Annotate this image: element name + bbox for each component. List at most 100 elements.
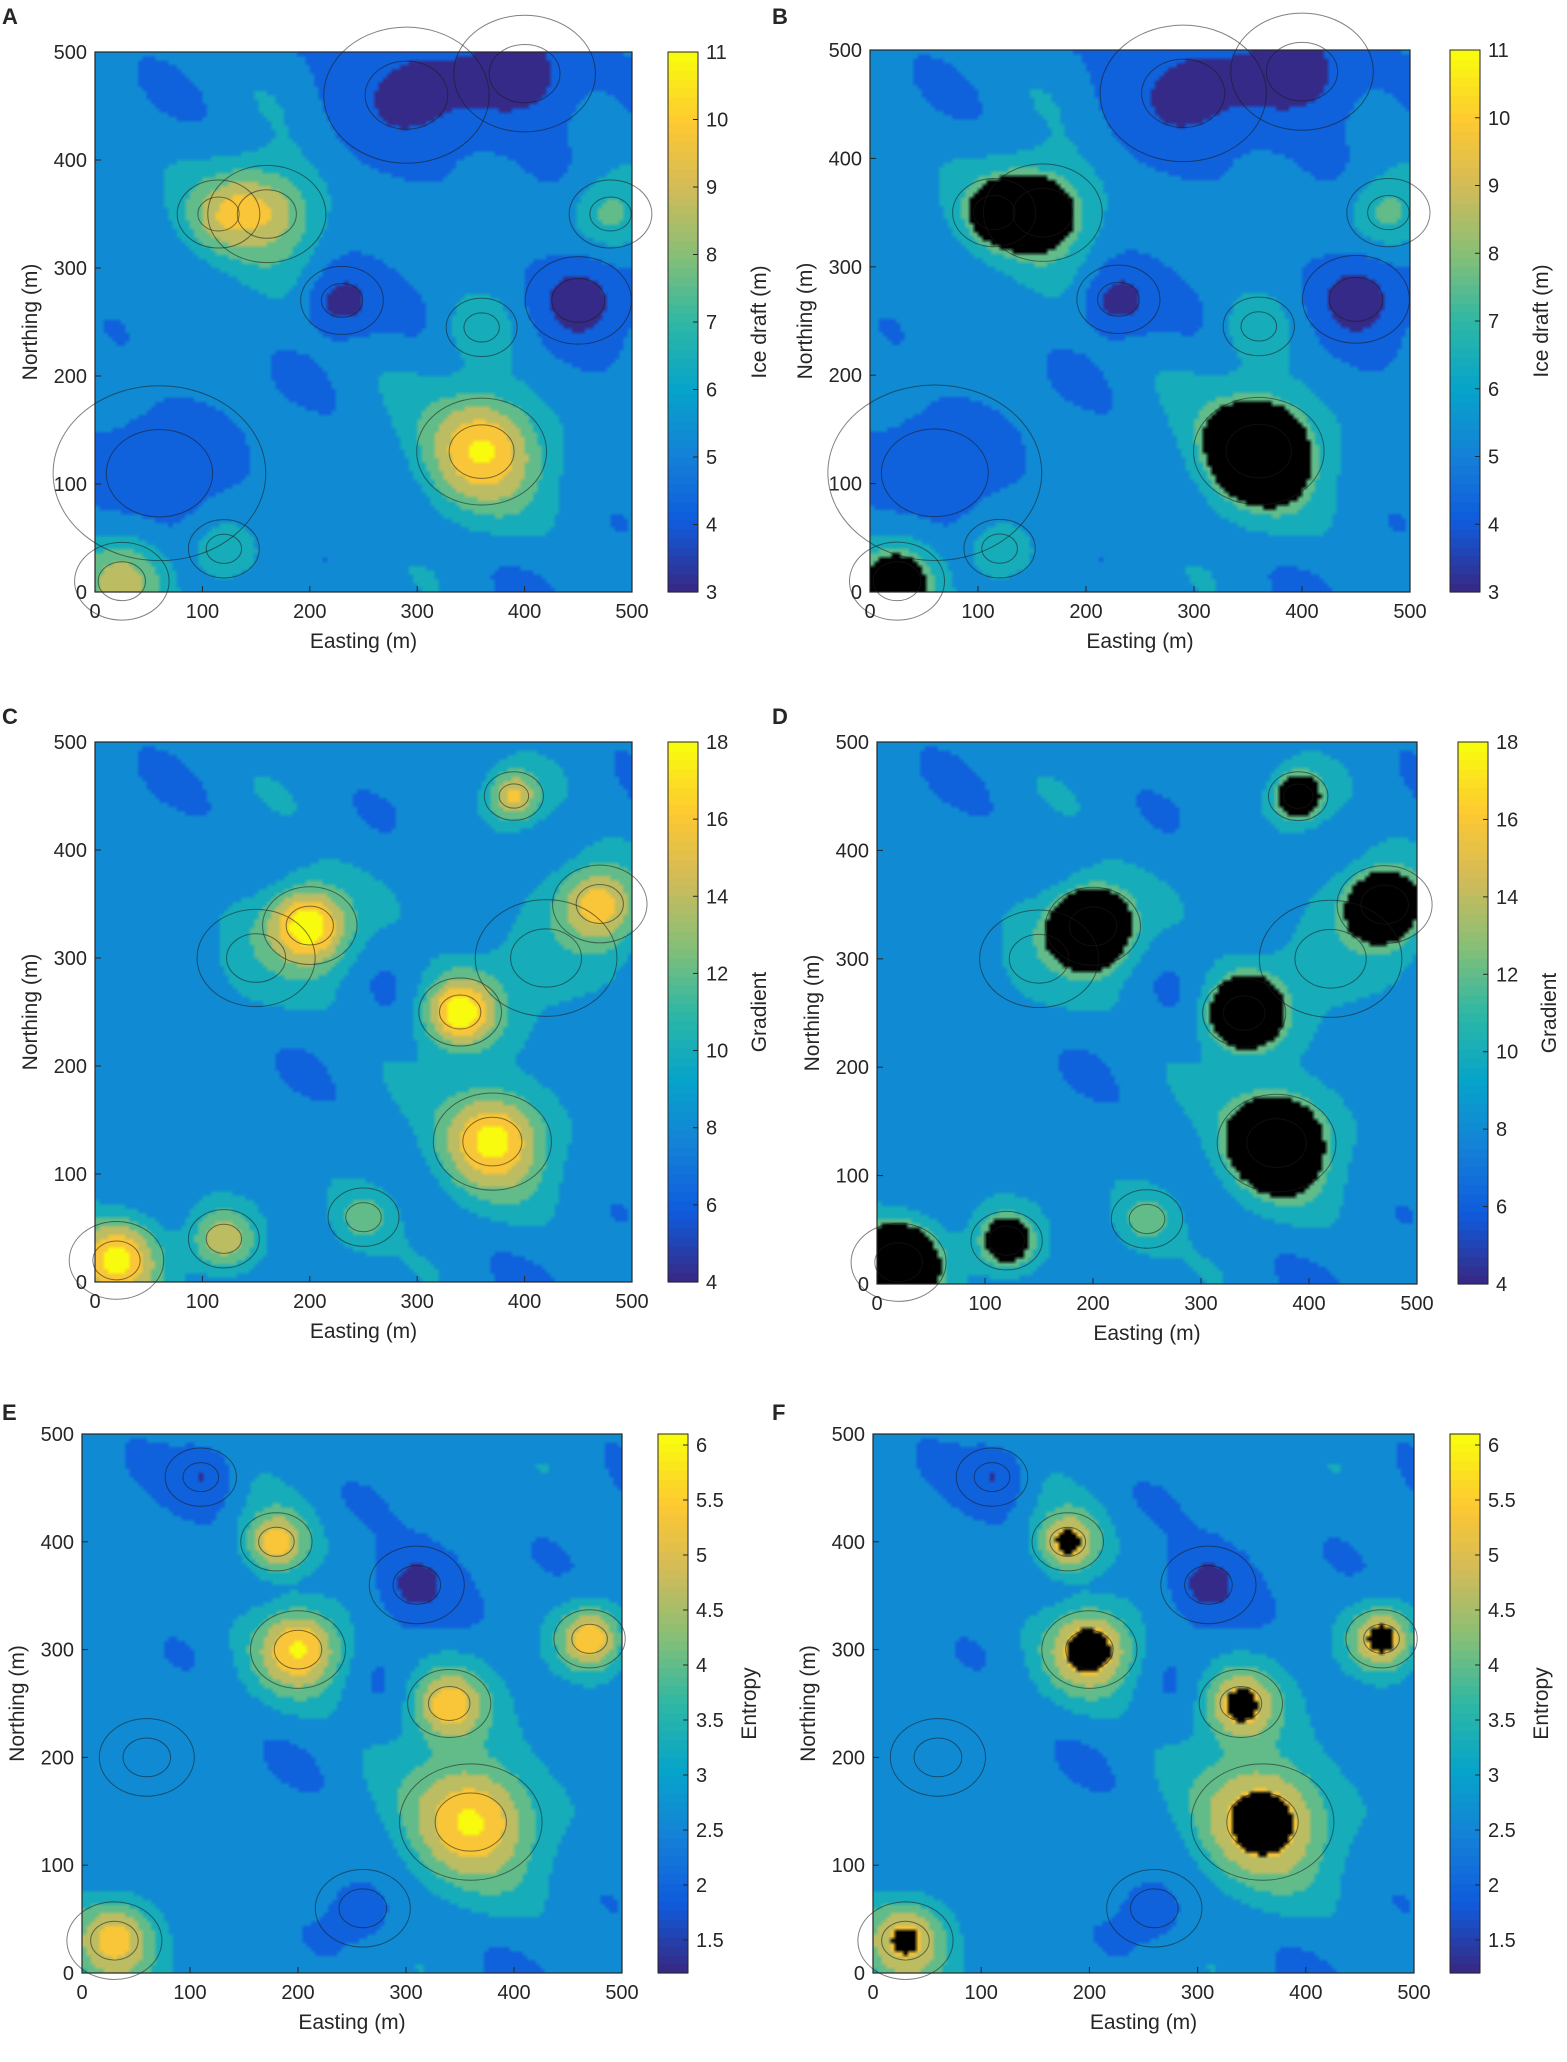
contour-line — [462, 1116, 523, 1167]
colorbar-swatch — [668, 814, 698, 824]
colorbar-swatch — [1458, 832, 1488, 842]
colorbar-swatch — [668, 475, 698, 485]
colorbar-swatch — [668, 88, 698, 98]
contour-line — [273, 1629, 323, 1670]
colorbar-swatch — [668, 178, 698, 188]
colorbar-swatch — [1458, 859, 1488, 870]
colorbar-tick-label: 12 — [1496, 964, 1518, 986]
colorbar-swatch — [658, 1514, 688, 1525]
colorbar-swatch — [1450, 321, 1480, 331]
contour-line — [575, 884, 624, 924]
colorbar-swatch — [668, 232, 698, 242]
colorbar-swatch — [668, 106, 698, 116]
colorbar-swatch — [1450, 1865, 1480, 1875]
colorbar-swatch — [1458, 1022, 1488, 1032]
contour-line — [913, 1737, 963, 1778]
colorbar-swatch — [1458, 967, 1488, 978]
colorbar-tick-label: 10 — [706, 110, 728, 132]
colorbar-swatch — [1458, 1256, 1488, 1267]
colorbar-swatch — [658, 1928, 688, 1938]
colorbar-swatch — [668, 760, 698, 770]
x-tick-label: 300 — [1177, 601, 1210, 623]
y-tick-label: 0 — [858, 1274, 869, 1296]
colorbar-swatch — [1450, 1631, 1480, 1642]
colorbar-swatch — [658, 1820, 688, 1830]
colorbar-swatch — [668, 376, 698, 386]
contour-line — [52, 385, 267, 562]
y-tick-label: 200 — [41, 1747, 74, 1769]
colorbar-swatch — [668, 967, 698, 977]
y-tick-label: 400 — [54, 840, 87, 862]
colorbar-tick-label: 11 — [706, 42, 727, 64]
colorbar-swatch — [668, 529, 698, 539]
colorbar-swatch — [668, 331, 698, 341]
contour-line — [1294, 929, 1367, 989]
colorbar-swatch — [1458, 976, 1488, 987]
contour-line — [1268, 771, 1329, 822]
colorbar-swatch — [668, 1219, 698, 1229]
colorbar-swatch — [1458, 1067, 1488, 1077]
colorbar-swatch — [1450, 1802, 1480, 1812]
colorbar-swatch — [1450, 1667, 1480, 1678]
colorbar-swatch — [1450, 1496, 1480, 1507]
x-tick-label: 200 — [1069, 601, 1102, 623]
contour-line — [510, 928, 583, 988]
colorbar-swatch — [1458, 1049, 1488, 1059]
colorbar-swatch — [668, 259, 698, 269]
x-tick-label: 100 — [968, 1293, 1001, 1315]
colorbar-tick-label: 6 — [1488, 1435, 1499, 1457]
colorbar-swatch — [1450, 1901, 1480, 1911]
x-tick-label: 300 — [1184, 1293, 1217, 1315]
contour-line — [434, 1792, 507, 1852]
colorbar-swatch — [1458, 1265, 1488, 1276]
colorbar-swatch — [1458, 814, 1488, 824]
colorbar-swatch — [1450, 1613, 1480, 1624]
colorbar-swatch — [1450, 302, 1480, 313]
colorbar-swatch — [1458, 1058, 1488, 1068]
colorbar-swatch — [668, 340, 698, 350]
contour-line — [1336, 865, 1433, 945]
axes-box — [81, 1433, 623, 1974]
colorbar-swatch — [1450, 1793, 1480, 1803]
colorbar-tick-label: 2.5 — [696, 1820, 724, 1842]
colorbar-swatch — [1450, 411, 1480, 421]
colorbar-swatch — [668, 742, 698, 752]
contour-line — [972, 195, 1016, 231]
colorbar-swatch — [1450, 1604, 1480, 1615]
contour-line — [463, 312, 500, 343]
contour-line — [327, 1187, 400, 1247]
colorbar-swatch — [1450, 1434, 1480, 1444]
colorbar-swatch — [1450, 1622, 1480, 1633]
colorbar-swatch — [658, 1469, 688, 1480]
colorbar-swatch — [1450, 1883, 1480, 1893]
colorbar-swatch — [668, 1228, 698, 1238]
x-tick-label: 300 — [389, 1982, 422, 2004]
contour-line — [1363, 1623, 1400, 1654]
colorbar-swatch — [658, 1784, 688, 1794]
colorbar-label: Ice draft (m) — [748, 265, 771, 378]
contour-line — [182, 1462, 220, 1493]
colorbar-swatch — [668, 1084, 698, 1094]
y-axis-label: Northing (m) — [801, 955, 824, 1072]
colorbar-swatch — [668, 79, 698, 89]
colorbar-swatch — [658, 1586, 688, 1597]
colorbar-swatch — [1450, 212, 1480, 223]
colorbar-swatch — [658, 1757, 688, 1767]
colorbar-swatch — [1458, 1274, 1488, 1285]
contour-line — [1246, 1118, 1307, 1168]
contour-line — [872, 561, 922, 602]
x-tick-label: 500 — [615, 601, 648, 623]
colorbar-swatch — [668, 169, 698, 179]
colorbar-swatch — [658, 1748, 688, 1758]
colorbar-swatch — [668, 805, 698, 815]
colorbar-swatch — [1450, 339, 1480, 349]
x-axis-label: Easting (m) — [310, 1320, 417, 1343]
contour-line — [857, 1901, 954, 1980]
colorbar-swatch — [1450, 348, 1480, 358]
panel-D: D 0 100 200 300 400 500 0 100 200 300 400 500 Easting… — [772, 704, 1561, 1345]
y-tick-label: 500 — [836, 732, 869, 754]
colorbar-swatch — [658, 1883, 688, 1893]
colorbar-swatch — [1450, 275, 1480, 286]
contour-line — [1130, 1888, 1179, 1929]
